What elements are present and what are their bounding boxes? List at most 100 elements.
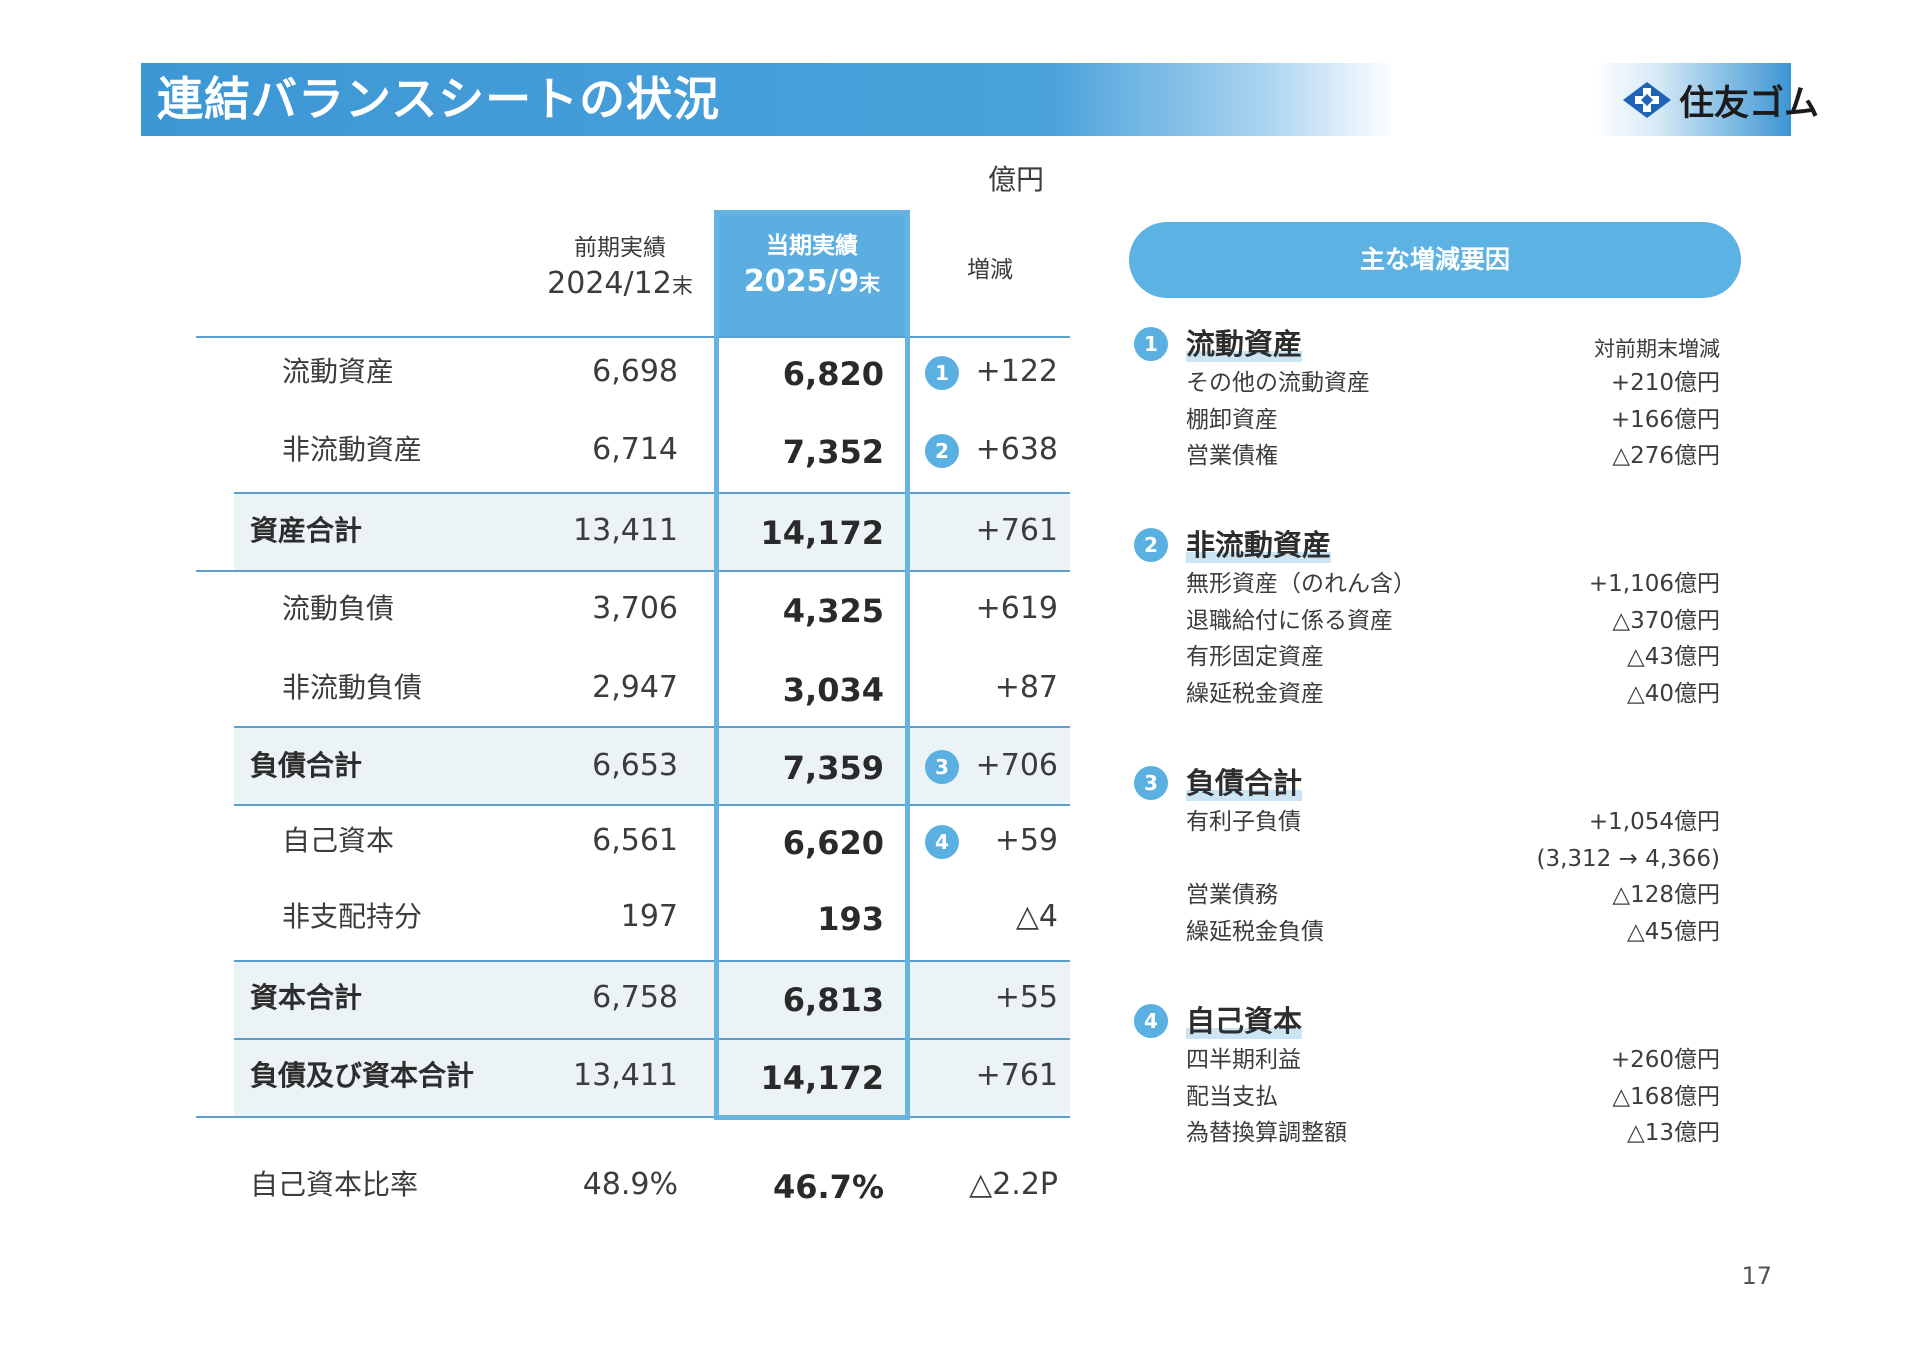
row-prev-value: 197	[620, 899, 678, 934]
row-diff-value: +59	[994, 823, 1058, 858]
current-column-highlight	[714, 210, 910, 1120]
factor-item-label: 為替換算調整額	[1186, 1120, 1347, 1146]
factor-item-label: 繰延税金負債	[1186, 918, 1324, 945]
section-title: 流動資産	[1186, 326, 1303, 362]
row-current-value: 193	[817, 900, 884, 938]
row-label: 非流動負債	[282, 671, 423, 704]
factor-item-label: 営業債務	[1186, 882, 1278, 908]
row-diff-value: +761	[975, 513, 1058, 548]
row-prev-value: 3,706	[592, 591, 678, 626]
section-number-icon: 2	[1134, 528, 1168, 562]
factor-item-label: 繰延税金資産	[1186, 680, 1324, 707]
factors-title: 主な増減要因	[1129, 222, 1741, 298]
ratio-prev: 48.9%	[582, 1167, 678, 1202]
table-rule	[234, 492, 1070, 494]
row-label: 流動負債	[282, 592, 395, 625]
row-marker-icon: 3	[925, 750, 959, 784]
factor-item-label: 無形資産（のれん含）	[1186, 571, 1416, 597]
row-diff-value: +761	[975, 1058, 1058, 1093]
logo-mark-icon	[1623, 82, 1671, 118]
row-diff-value: +55	[994, 980, 1058, 1015]
factor-item-label: 棚卸資産	[1186, 406, 1278, 433]
row-prev-value: 6,561	[592, 823, 678, 858]
ratio-current: 46.7%	[772, 1168, 884, 1206]
factor-item-label: 営業債権	[1186, 443, 1278, 469]
factor-item-value: +166億円	[1610, 406, 1720, 433]
row-current-value: 6,820	[782, 355, 884, 393]
factor-item-value: (3,312 → 4,366)	[1536, 845, 1720, 872]
logo-text: 住友ゴム	[1679, 83, 1820, 124]
section-number-icon: 3	[1134, 766, 1168, 800]
section-title-text: 流動資産	[1186, 326, 1303, 362]
unit-label: 億円	[988, 163, 1045, 196]
factor-item-value: △168億円	[1612, 1083, 1720, 1110]
factor-item-label: 有形固定資産	[1186, 644, 1324, 670]
row-prev-value: 6,653	[592, 748, 678, 783]
factor-item-label: 四半期利益	[1186, 1047, 1301, 1073]
factor-item-value: △13億円	[1627, 1120, 1720, 1146]
row-prev-value: 6,698	[592, 354, 678, 389]
factor-item-value: △45億円	[1627, 918, 1720, 945]
row-label: 資産合計	[250, 514, 363, 547]
row-label: 負債及び資本合計	[250, 1059, 475, 1092]
row-diff-value: △4	[1015, 899, 1058, 934]
factor-item-value: +1,054億円	[1588, 809, 1720, 835]
row-diff-value: +638	[975, 432, 1058, 467]
section-title: 負債合計	[1186, 765, 1303, 801]
row-prev-value: 2,947	[592, 670, 678, 705]
table-rule	[234, 726, 1070, 728]
table-rule	[234, 960, 1070, 962]
section-title: 自己資本	[1186, 1003, 1303, 1039]
row-current-value: 6,620	[782, 824, 884, 862]
row-label: 非流動資産	[282, 433, 423, 466]
section-number-icon: 4	[1134, 1004, 1168, 1038]
row-prev-value: 13,411	[573, 513, 678, 548]
table-rule	[234, 1038, 1070, 1040]
row-diff-value: +87	[994, 670, 1058, 705]
current-column-header-bg	[714, 210, 910, 337]
factor-item-value: △276億円	[1612, 443, 1720, 469]
total-row-bg	[234, 1040, 1070, 1116]
table-rule	[196, 336, 1070, 338]
row-current-value: 14,172	[760, 1059, 884, 1097]
row-diff-value: +619	[975, 591, 1058, 626]
factor-item-label: 退職給付に係る資産	[1186, 607, 1393, 634]
table-rule	[234, 804, 1070, 806]
row-label: 負債合計	[250, 749, 363, 782]
factor-item-value: △43億円	[1627, 644, 1720, 670]
section-title-text: 自己資本	[1186, 1003, 1303, 1039]
total-row-bg	[234, 962, 1070, 1038]
header-prev: 前期実績 2024/12末	[547, 235, 693, 301]
row-current-value: 6,813	[782, 981, 884, 1019]
header-diff: 増減	[967, 257, 1013, 283]
factor-item-value: +1,106億円	[1588, 571, 1720, 597]
factor-item-value: +210億円	[1610, 370, 1720, 396]
row-label: 自己資本	[282, 824, 395, 857]
title-banner: 連結バランスシートの状況 住友ゴム	[141, 63, 1819, 136]
row-current-value: 4,325	[782, 592, 884, 630]
table-rule	[196, 1116, 1070, 1118]
factors-column-note: 対前期末増減	[1594, 337, 1720, 361]
total-row-bg	[234, 494, 1070, 570]
table-rule	[196, 570, 1070, 572]
row-current-value: 7,352	[782, 433, 884, 471]
ratio-diff: △2.2P	[969, 1167, 1058, 1202]
company-logo: 住友ゴム	[1621, 77, 1820, 124]
row-label: 流動資産	[282, 355, 395, 388]
row-prev-value: 6,714	[592, 432, 678, 467]
row-diff-value: +706	[975, 748, 1058, 783]
factor-item-value: △40億円	[1627, 680, 1720, 707]
factor-item-label: 有利子負債	[1186, 809, 1301, 835]
row-current-value: 14,172	[760, 514, 884, 552]
row-marker-icon: 2	[925, 434, 959, 468]
row-current-value: 3,034	[782, 671, 884, 709]
row-label: 非支配持分	[282, 900, 423, 933]
factor-item-value: +260億円	[1610, 1047, 1720, 1073]
page-number: 17	[1741, 1262, 1772, 1290]
section-title-text: 負債合計	[1186, 765, 1303, 801]
section-number-icon: 1	[1134, 327, 1168, 361]
factor-item-value: △370億円	[1612, 607, 1720, 634]
row-label: 資本合計	[250, 981, 363, 1014]
factor-item-value: △128億円	[1612, 882, 1720, 908]
row-current-value: 7,359	[782, 749, 884, 787]
